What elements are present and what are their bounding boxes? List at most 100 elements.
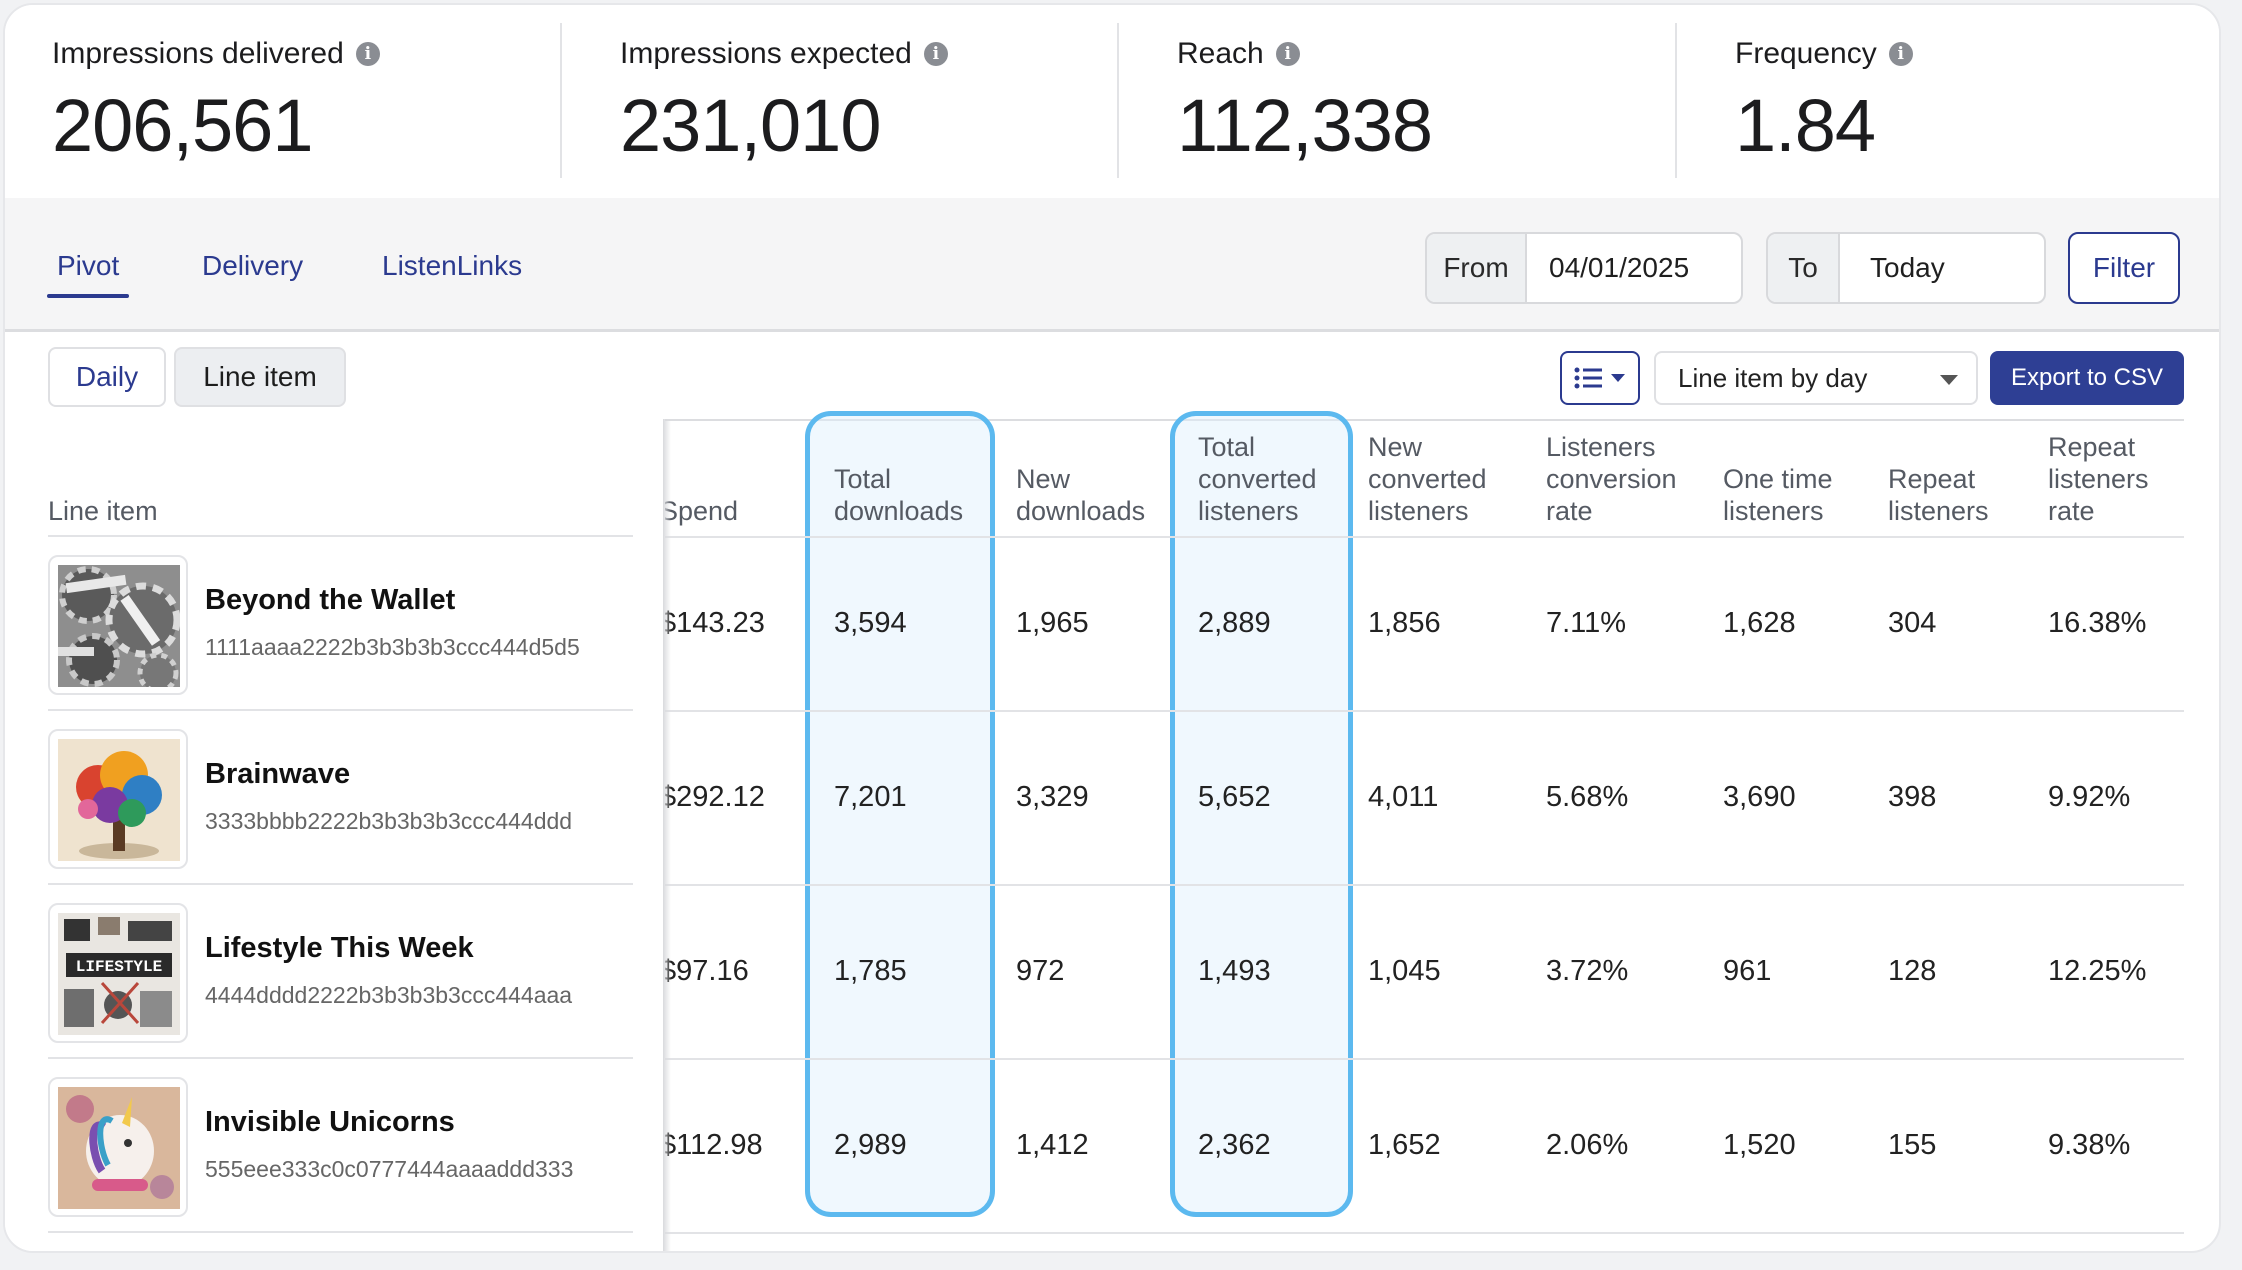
line-item-id: 4444dddd2222b3b3b3b3ccc444aaa <box>205 982 573 1008</box>
divider <box>1117 23 1119 178</box>
row-divider <box>48 1058 2184 1060</box>
metric-value: 1.84 <box>1735 84 1876 167</box>
export-csv-button[interactable]: Export to CSV <box>1990 351 2184 405</box>
cell-total-converted: 2,889 <box>1198 607 1271 639</box>
header-total-downloads[interactable]: Total downloads <box>834 464 964 526</box>
divider <box>560 23 562 178</box>
metric-label: Impressions delivered <box>52 37 344 70</box>
row-divider <box>48 1057 633 1059</box>
line-item-id: 3333bbbb2222b3b3b3b3ccc444ddd <box>205 808 573 834</box>
tab-delivery[interactable]: Delivery <box>202 250 304 281</box>
header-repeat-rate[interactable]: Repeat listeners rate <box>2048 432 2149 526</box>
cell-total-converted: 2,362 <box>1198 1129 1271 1161</box>
column-options-button[interactable] <box>1560 351 1640 405</box>
info-icon[interactable]: i <box>355 42 380 66</box>
line-item-name[interactable]: Beyond the Wallet <box>205 584 456 616</box>
row-divider <box>48 883 633 885</box>
header-new-downloads[interactable]: New downloads <box>1016 464 1146 526</box>
cell-repeat-rate: 9.92% <box>2048 781 2131 813</box>
header-one-time-listeners[interactable]: One time listeners <box>1723 464 1833 526</box>
cell-conversion-rate: 5.68% <box>1546 781 1629 813</box>
cell-new-downloads: 1,412 <box>1016 1129 1089 1161</box>
header-spend[interactable]: Spend <box>660 496 739 526</box>
cell-total-downloads: 2,989 <box>834 1129 907 1161</box>
cell-total-downloads: 7,201 <box>834 781 907 813</box>
header-line-item[interactable]: Line item <box>48 496 158 526</box>
info-icon[interactable]: i <box>1275 42 1300 66</box>
cell-new-downloads: 3,329 <box>1016 781 1089 813</box>
assets-wealth-gears-image[interactable] <box>48 555 188 695</box>
row-divider <box>48 710 2184 712</box>
view-select[interactable]: Line item by day <box>1654 351 1978 405</box>
header-total-converted[interactable]: Total converted listeners <box>1198 432 1317 526</box>
report-card: Impressions delivered i 206,561 Impressio… <box>3 3 2221 1253</box>
view-select-value: Line item by day <box>1678 362 1868 393</box>
cell-spend: $143.23 <box>660 607 765 639</box>
row-divider <box>48 1232 2184 1234</box>
metric-value: 231,010 <box>620 84 881 167</box>
chevron-down-icon <box>1940 375 1958 385</box>
line-item-toggle[interactable]: Line item <box>174 347 346 407</box>
cell-total-downloads: 3,594 <box>834 607 907 639</box>
cell-repeat-rate: 12.25% <box>2048 955 2147 987</box>
info-icon[interactable]: i <box>923 42 948 66</box>
caret-down-icon <box>1611 374 1625 382</box>
cell-new-converted: 1,652 <box>1368 1129 1441 1161</box>
unicorn-illustration-image[interactable] <box>48 1077 188 1217</box>
from-date-group: From 04/01/2025 <box>1425 232 1743 304</box>
from-date-input[interactable]: 04/01/2025 <box>1549 252 1690 283</box>
frozen-column-shadow <box>663 419 671 1251</box>
colorful-brain-tree-image[interactable] <box>48 729 188 869</box>
header-repeat-listeners[interactable]: Repeat listeners <box>1888 464 1989 526</box>
tab-listenlinks[interactable]: ListenLinks <box>382 250 523 281</box>
cell-total-downloads: 1,785 <box>834 955 907 987</box>
cell-one-time: 1,628 <box>1723 607 1796 639</box>
line-item-id: 555eee333c0c0777444aaaaddd333 <box>205 1156 574 1182</box>
cell-one-time: 1,520 <box>1723 1129 1796 1161</box>
cell-conversion-rate: 2.06% <box>1546 1129 1629 1161</box>
line-item-id: 1111aaaa2222b3b3b3b3ccc444d5d5 <box>205 634 580 660</box>
line-item-name[interactable]: Brainwave <box>205 758 351 790</box>
header-divider <box>48 535 633 537</box>
line-item-name[interactable]: Invisible Unicorns <box>205 1106 455 1138</box>
metric-label: Impressions expected <box>620 37 912 70</box>
list-icon <box>1574 367 1602 389</box>
to-label: To <box>1768 234 1840 302</box>
highlight-total-converted <box>1170 411 1353 1217</box>
cell-one-time: 3,690 <box>1723 781 1796 813</box>
highlight-total-downloads <box>805 411 995 1217</box>
cell-conversion-rate: 3.72% <box>1546 955 1629 987</box>
row-divider <box>48 884 2184 886</box>
daily-toggle[interactable]: Daily <box>48 347 166 407</box>
header-divider <box>48 536 2184 538</box>
cell-conversion-rate: 7.11% <box>1546 607 1627 639</box>
cell-repeat: 304 <box>1888 607 1937 639</box>
cell-spend: $97.16 <box>660 955 749 987</box>
cell-repeat: 155 <box>1888 1129 1937 1161</box>
lifestyle-collage-image[interactable]: LIFESTYLE <box>48 903 188 1043</box>
metrics-strip: Impressions delivered i 206,561 Impressio… <box>5 5 2219 198</box>
divider <box>1675 23 1677 178</box>
metric-label: Reach <box>1177 37 1264 70</box>
row-divider <box>48 1231 633 1233</box>
header-conversion-rate[interactable]: Listeners conversion rate <box>1546 432 1677 526</box>
cell-spend: $112.98 <box>660 1129 763 1161</box>
metric-value: 206,561 <box>52 84 313 167</box>
to-date-input[interactable]: Today <box>1870 252 1945 283</box>
cell-total-converted: 5,652 <box>1198 781 1271 813</box>
filter-button[interactable]: Filter <box>2068 232 2180 304</box>
tab-pivot[interactable]: Pivot <box>46 250 130 298</box>
info-icon[interactable]: i <box>1888 42 1913 66</box>
svg-text:LIFESTYLE: LIFESTYLE <box>76 958 162 976</box>
table-top-border <box>48 419 2184 421</box>
from-label: From <box>1427 234 1527 302</box>
cell-repeat: 398 <box>1888 781 1937 813</box>
header-new-converted[interactable]: New converted listeners <box>1368 432 1487 526</box>
cell-total-converted: 1,493 <box>1198 955 1271 987</box>
cell-one-time: 961 <box>1723 955 1772 987</box>
line-item-name[interactable]: Lifestyle This Week <box>205 932 474 964</box>
metric-label: Frequency <box>1735 37 1877 70</box>
cell-spend: $292.12 <box>660 781 765 813</box>
cell-repeat-rate: 9.38% <box>2048 1129 2131 1161</box>
metric-value: 112,338 <box>1177 84 1433 167</box>
